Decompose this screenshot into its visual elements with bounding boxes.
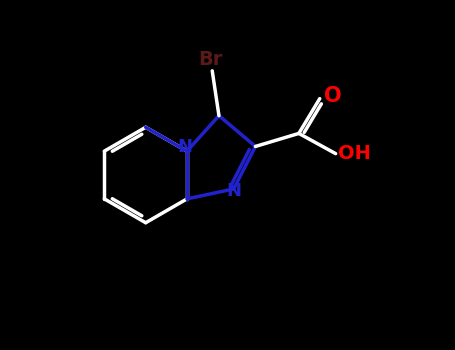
Text: N: N [177,139,192,156]
Text: N: N [226,182,241,200]
Text: O: O [324,86,342,106]
Text: Br: Br [198,50,222,69]
Text: OH: OH [338,144,371,163]
